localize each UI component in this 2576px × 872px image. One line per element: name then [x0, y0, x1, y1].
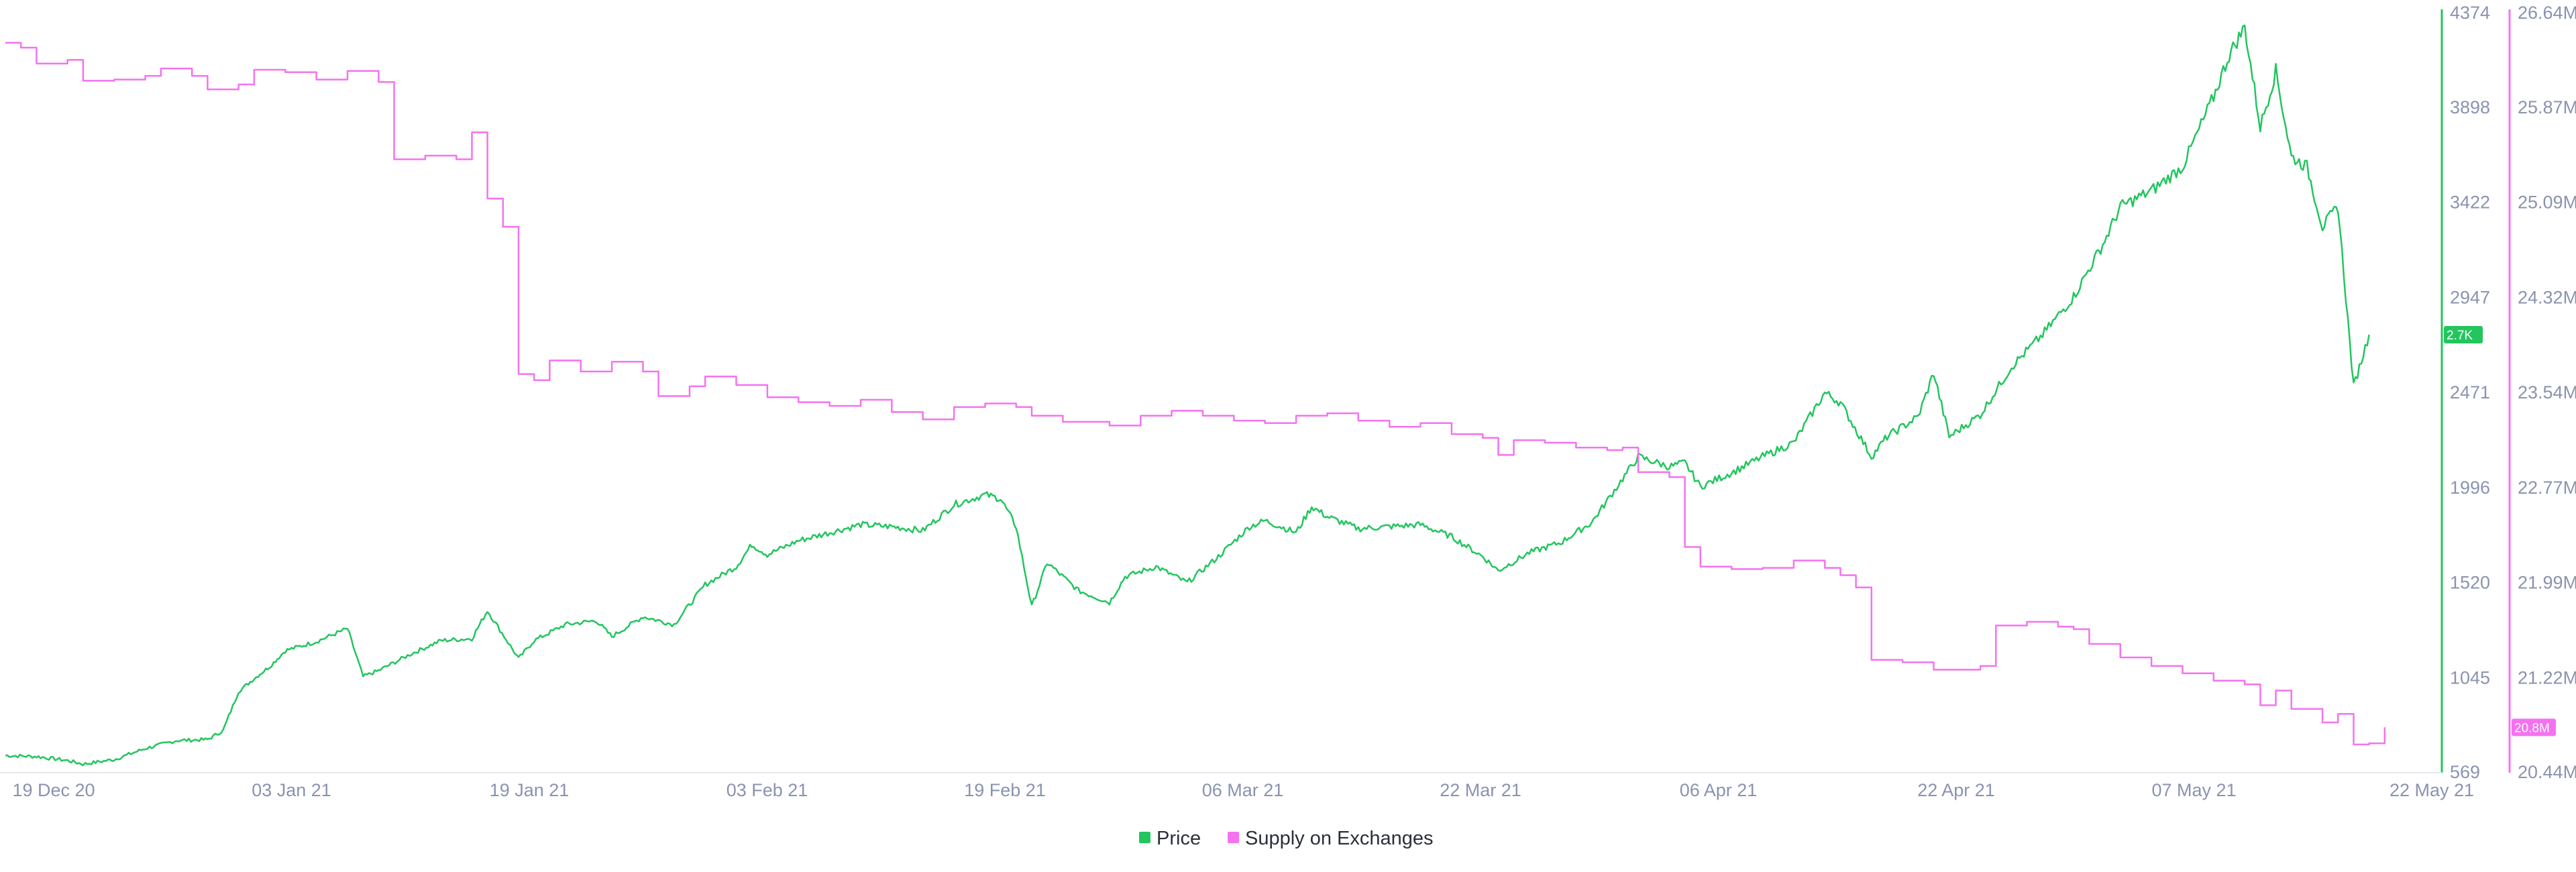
series-line-price[interactable] [5, 24, 2370, 767]
x-axis-tick-label: 06 Mar 21 [1202, 780, 1284, 800]
supply-axis-tick-label: 25.09M [2518, 193, 2576, 213]
price-axis-tick-label: 1996 [2450, 478, 2490, 498]
supply-axis-ticks: 20.44M 21.22M 21.99M 22.77M 23.54M 24.32M 25.0… [2518, 3, 2576, 782]
supply-axis-tick-label: 25.87M [2518, 97, 2576, 117]
supply-axis-tick-label: 24.32M [2518, 287, 2576, 307]
price-axis-tick-label: 4374 [2450, 3, 2490, 23]
x-axis-tick-label: 22 Mar 21 [1440, 780, 1521, 800]
supply-axis-tick-label: 22.77M [2518, 478, 2576, 498]
svg-text:2.7K: 2.7K [2447, 329, 2473, 343]
x-axis-tick-label: 03 Feb 21 [727, 780, 808, 800]
supply-axis-tick-label: 21.99M [2518, 573, 2576, 593]
supply-axis-tick-label: 26.64M [2518, 3, 2576, 23]
legend-item-price[interactable]: Price [1139, 828, 1201, 849]
price-axis-tick-label: 569 [2450, 762, 2480, 782]
badge-price: 2.7K [2444, 326, 2483, 344]
x-axis-tick-label: 19 Jan 21 [490, 780, 570, 800]
badge-supply: 20.8M [2512, 718, 2556, 737]
price-axis-tick-label: 2947 [2450, 287, 2490, 307]
price-axis-tick-label: 3898 [2450, 97, 2490, 117]
supply-axis-tick-label: 23.54M [2518, 382, 2576, 402]
x-axis-tick-label: 22 May 21 [2390, 780, 2474, 800]
series-line-supply-on-exchanges[interactable] [5, 42, 2386, 746]
svg-text:20.8M: 20.8M [2514, 721, 2550, 735]
price-axis-tick-label: 1520 [2450, 573, 2490, 593]
legend-swatch [1228, 832, 1239, 843]
x-axis-tick-label: 03 Jan 21 [252, 780, 331, 800]
x-axis-ticks: 19 Dec 20 03 Jan 21 19 Jan 21 03 Feb 21 19 F… [12, 780, 2474, 800]
x-axis-tick-label: 19 Dec 20 [12, 780, 95, 800]
supply-axis-tick-label: 21.22M [2518, 667, 2576, 688]
supply-axis-tick-label: 20.44M [2518, 762, 2576, 782]
legend-label: Supply on Exchanges [1245, 828, 1434, 849]
legend-label: Price [1157, 828, 1201, 849]
x-axis-tick-label: 19 Feb 21 [964, 780, 1046, 800]
price-axis-tick-label: 2471 [2450, 382, 2490, 402]
x-axis-tick-label: 22 Apr 21 [1917, 780, 1995, 800]
price-axis-tick-label: 1045 [2450, 667, 2490, 688]
series-layer [5, 24, 2386, 767]
legend[interactable]: Price Supply on Exchanges [1139, 828, 1434, 849]
legend-item-supply-on-exchanges[interactable]: Supply on Exchanges [1228, 828, 1434, 849]
x-axis-tick-label: 06 Apr 21 [1680, 780, 1758, 800]
current-value-badges: 2.7K 20.8M [2444, 326, 2556, 737]
price-axis-tick-label: 3422 [2450, 193, 2490, 213]
x-axis-tick-label: 07 May 21 [2151, 780, 2236, 800]
legend-swatch [1139, 832, 1150, 843]
price-axis-ticks: 569 1045 1520 1996 2471 2947 3422 3898 4374 [2450, 3, 2490, 782]
